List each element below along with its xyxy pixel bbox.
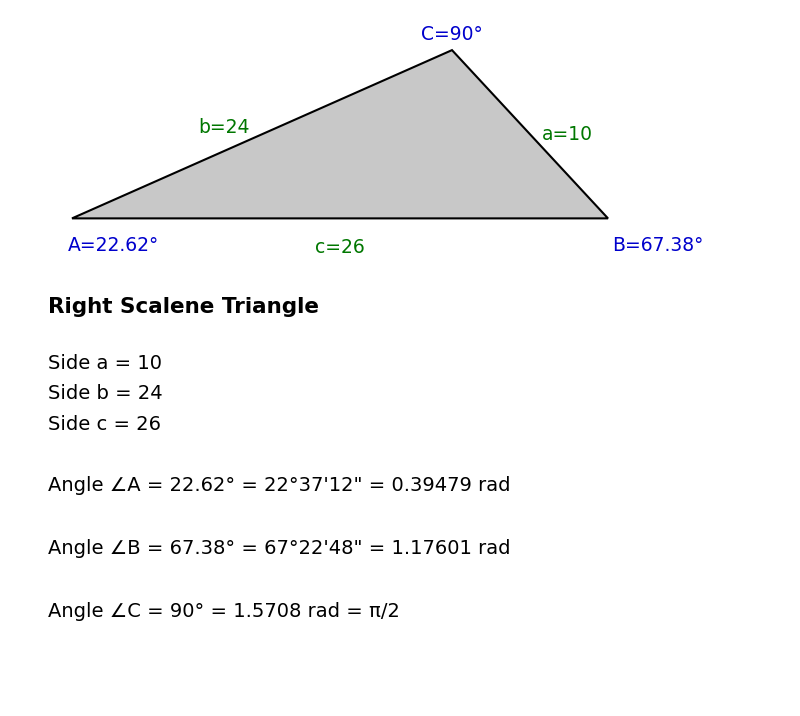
Text: Side a = 10: Side a = 10 [48,354,162,374]
Text: c=26: c=26 [315,238,365,258]
Text: Right Scalene Triangle: Right Scalene Triangle [48,297,319,317]
Text: Angle ∠B = 67.38° = 67°22'48" = 1.17601 rad: Angle ∠B = 67.38° = 67°22'48" = 1.17601 … [48,539,510,558]
Text: B=67.38°: B=67.38° [612,236,703,256]
Text: C=90°: C=90° [421,25,483,44]
Text: a=10: a=10 [542,125,593,144]
Text: b=24: b=24 [198,117,250,137]
Text: Side c = 26: Side c = 26 [48,415,161,434]
Text: Angle ∠A = 22.62° = 22°37'12" = 0.39479 rad: Angle ∠A = 22.62° = 22°37'12" = 0.39479 … [48,476,510,495]
Text: A=22.62°: A=22.62° [68,236,159,256]
Text: Angle ∠C = 90° = 1.5708 rad = π/2: Angle ∠C = 90° = 1.5708 rad = π/2 [48,602,400,621]
Polygon shape [72,50,608,218]
Text: Side b = 24: Side b = 24 [48,384,162,404]
